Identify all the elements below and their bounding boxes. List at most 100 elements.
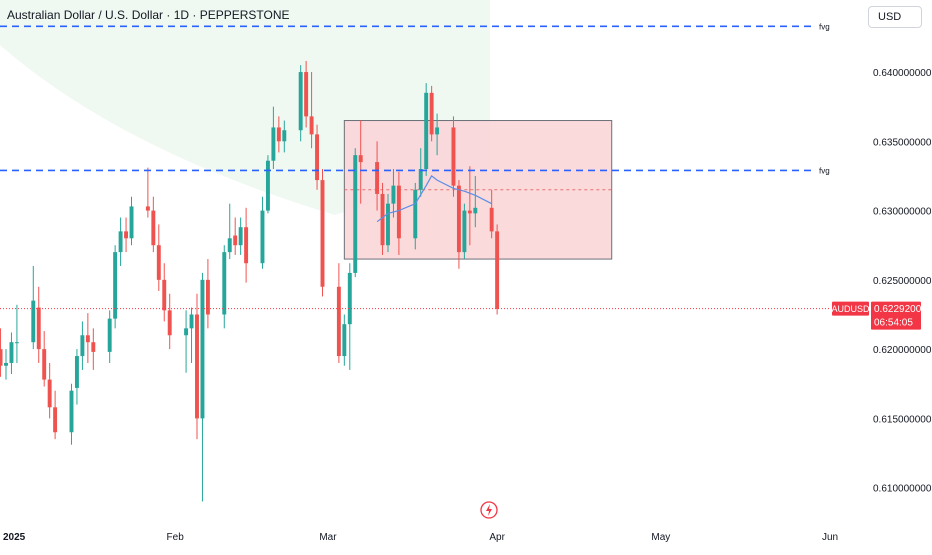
candle-body [162, 279, 167, 311]
chart-title: Australian Dollar / U.S. Dollar · 1D · P… [7, 8, 290, 22]
candle-body [156, 245, 161, 280]
candle [429, 85, 434, 142]
candle-body [200, 279, 205, 419]
candle [195, 293, 199, 440]
candle-body [375, 162, 380, 194]
candle [260, 196, 265, 269]
candle [129, 196, 134, 246]
candle [91, 328, 96, 370]
candle-body [205, 279, 210, 315]
x-tick-label: Jun [822, 532, 838, 543]
candle [53, 390, 58, 440]
candle [456, 180, 461, 269]
candle [380, 182, 385, 255]
candle [320, 169, 325, 297]
candle-body [336, 286, 341, 357]
symbol-tag: AUDUSD [831, 304, 870, 314]
candle [304, 60, 309, 128]
candle-body [36, 307, 41, 350]
candle [315, 124, 320, 190]
candle-body [315, 134, 320, 181]
y-tick-label: 0.640000000 [873, 68, 932, 79]
candle-body [298, 72, 303, 131]
y-tick-label: 0.615000000 [873, 414, 932, 425]
candle [489, 189, 494, 239]
candle-body [9, 342, 14, 363]
candle [451, 116, 456, 197]
candle-body [391, 185, 396, 204]
candle [424, 83, 429, 176]
candle-body [113, 252, 118, 319]
candle [14, 304, 19, 363]
x-tick-label: Mar [319, 532, 337, 543]
candle-body [53, 407, 58, 433]
fvg-label: fvg [819, 166, 830, 175]
candle [189, 307, 194, 363]
candle [69, 383, 74, 445]
candle-body [495, 231, 500, 309]
candle-body [309, 116, 314, 135]
candle-body [47, 379, 52, 408]
candle-body [320, 180, 325, 287]
candle-body [189, 314, 194, 329]
countdown-label: 06:54:05 [874, 318, 913, 329]
x-tick-label: 2025 [3, 532, 26, 543]
candle-body [107, 318, 112, 352]
candle [151, 196, 156, 253]
candle-body [418, 169, 423, 190]
currency-button[interactable]: USD [868, 6, 922, 28]
candle [107, 310, 112, 363]
candle [309, 72, 314, 149]
candle [467, 166, 472, 246]
lightning-icon-bolt [486, 504, 492, 516]
candle-body [271, 127, 276, 161]
lightning-icon-ring [480, 501, 498, 519]
y-tick-label: 0.610000000 [873, 484, 932, 495]
candle [418, 148, 423, 197]
candle [282, 120, 287, 153]
candle-body [91, 342, 96, 352]
candle [298, 65, 303, 142]
candle [347, 263, 352, 370]
price-tag-bg [871, 301, 921, 330]
candle-body [195, 314, 199, 419]
candle-body [396, 185, 401, 239]
candle [495, 224, 500, 315]
candle-body [265, 160, 270, 211]
candle [435, 113, 440, 156]
candle [222, 245, 227, 329]
candle [396, 171, 401, 255]
candle [271, 106, 276, 170]
candle-body [380, 193, 385, 246]
fvg-label: fvg [819, 22, 830, 31]
lightning-icon [480, 501, 498, 519]
candle-body [244, 227, 249, 264]
candle [167, 293, 172, 350]
candle-body [145, 206, 150, 211]
candle-body [467, 210, 472, 214]
candle [118, 217, 123, 266]
candle-body [413, 189, 418, 239]
candle [124, 217, 129, 253]
candle [113, 245, 118, 329]
candle-body [129, 206, 134, 239]
candle-body [342, 324, 347, 357]
candle-body [167, 310, 172, 336]
candle-body [151, 210, 156, 246]
candle-body [85, 335, 90, 343]
candle [31, 265, 36, 350]
candle [156, 224, 161, 291]
x-tick-label: May [651, 532, 670, 543]
candle [145, 167, 150, 218]
candle [342, 314, 347, 366]
candle [0, 328, 3, 377]
candle-body [0, 349, 3, 366]
candle [4, 349, 8, 380]
candle-body [118, 231, 123, 253]
x-tick-label: Apr [489, 532, 505, 543]
y-tick-label: 0.630000000 [873, 207, 932, 218]
candle-body [429, 92, 434, 135]
candle-body [124, 231, 129, 239]
candle [462, 203, 467, 260]
